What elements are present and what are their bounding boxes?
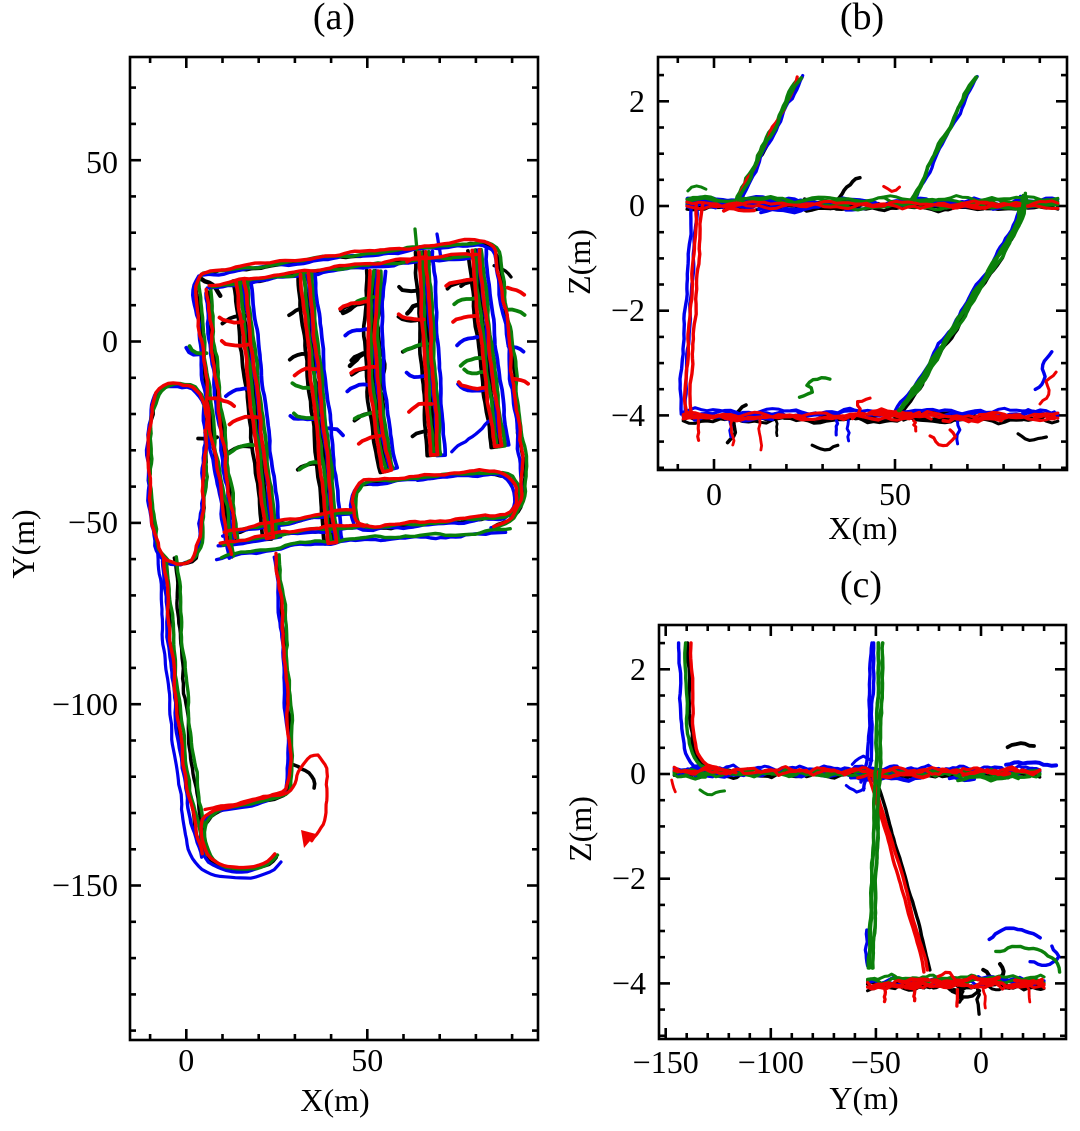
svg-text:Z(m): Z(m) (561, 229, 597, 295)
svg-text:0: 0 (178, 1042, 194, 1078)
svg-text:2: 2 (629, 83, 645, 119)
svg-text:(b): (b) (840, 0, 884, 38)
svg-text:0: 0 (706, 476, 722, 512)
svg-text:X(m): X(m) (828, 510, 897, 546)
svg-text:−4: −4 (611, 397, 645, 433)
svg-text:50: 50 (351, 1042, 383, 1078)
svg-text:0: 0 (973, 1044, 989, 1080)
svg-text:50: 50 (86, 144, 118, 180)
svg-text:Z(m): Z(m) (562, 796, 598, 862)
svg-text:−50: −50 (851, 1044, 901, 1080)
svg-text:0: 0 (629, 187, 645, 223)
svg-text:(a): (a) (313, 0, 355, 38)
svg-text:−2: −2 (612, 860, 646, 896)
svg-text:Y(m): Y(m) (5, 509, 41, 578)
svg-text:−4: −4 (612, 965, 646, 1001)
svg-text:(c): (c) (840, 564, 882, 606)
svg-text:−100: −100 (52, 686, 118, 722)
svg-text:−100: −100 (738, 1044, 804, 1080)
svg-text:−2: −2 (611, 292, 645, 328)
svg-text:0: 0 (630, 755, 646, 791)
svg-text:X(m): X(m) (300, 1082, 369, 1118)
svg-text:0: 0 (102, 323, 118, 359)
svg-text:50: 50 (879, 476, 911, 512)
svg-text:−150: −150 (633, 1044, 699, 1080)
svg-text:−50: −50 (68, 504, 118, 540)
svg-text:−150: −150 (52, 867, 118, 903)
svg-text:2: 2 (630, 651, 646, 687)
svg-text:Y(m): Y(m) (829, 1080, 898, 1116)
